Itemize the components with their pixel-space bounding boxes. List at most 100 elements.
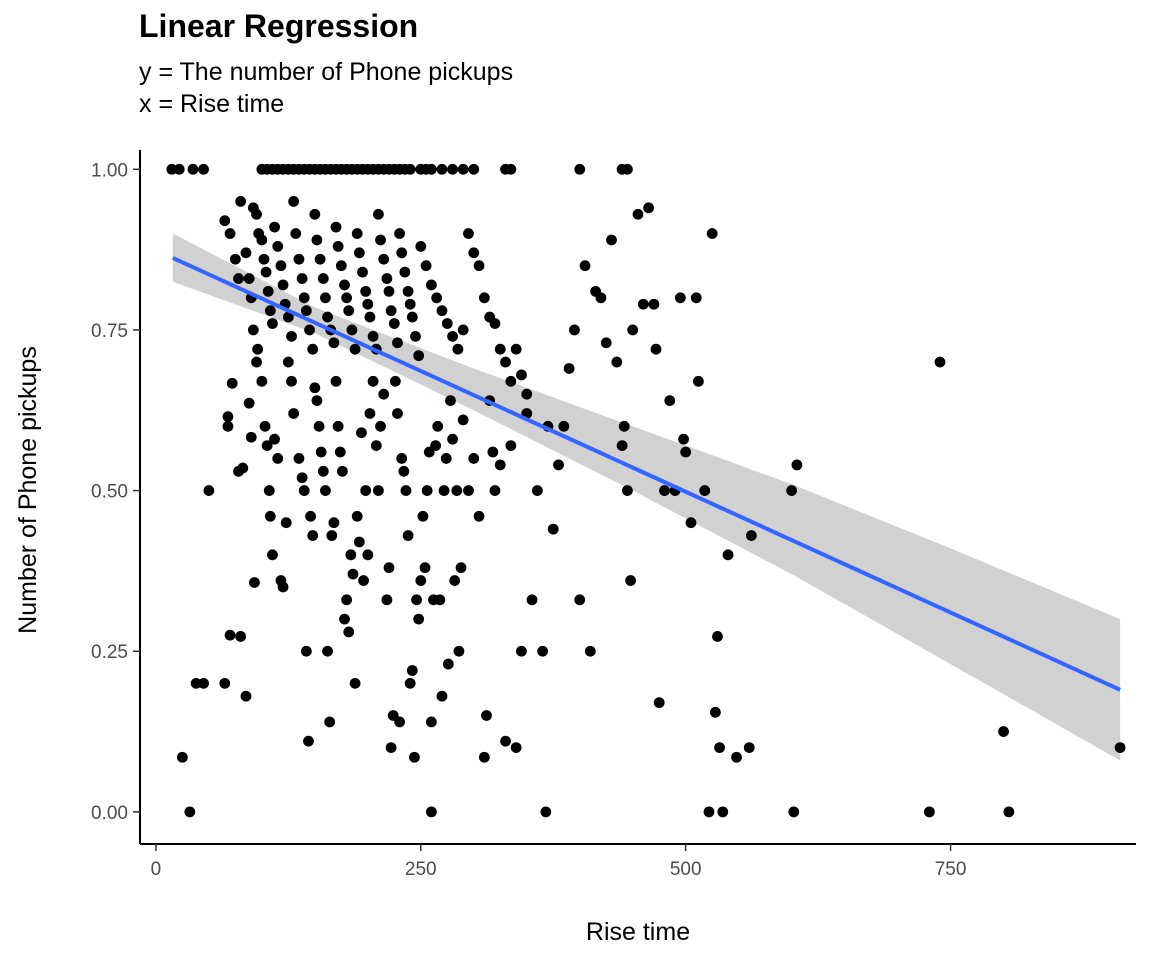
data-point	[699, 485, 711, 496]
data-point	[282, 311, 294, 323]
data-point	[370, 440, 382, 451]
data-point	[303, 735, 314, 747]
data-point	[441, 318, 453, 329]
data-point	[558, 420, 570, 432]
data-point	[249, 577, 260, 588]
x-tick-label: 0	[151, 859, 162, 880]
data-point	[440, 453, 452, 464]
data-point	[616, 440, 628, 451]
x-tick-label: 500	[670, 859, 702, 880]
data-point	[404, 163, 416, 175]
data-point	[267, 549, 278, 561]
data-point	[516, 645, 527, 657]
data-point	[198, 677, 209, 689]
data-point	[516, 369, 527, 381]
data-point	[385, 305, 397, 317]
data-point	[293, 453, 305, 464]
data-point	[788, 806, 800, 818]
data-point	[324, 716, 336, 728]
data-point	[375, 420, 386, 432]
data-point	[434, 594, 446, 606]
data-point	[247, 324, 259, 336]
data-point	[505, 163, 517, 175]
data-point	[219, 215, 231, 227]
data-point	[286, 375, 297, 387]
data-point	[311, 234, 323, 246]
data-point	[680, 446, 692, 458]
data-point	[259, 420, 271, 432]
data-point	[233, 273, 244, 284]
data-point	[388, 318, 400, 329]
data-point	[256, 375, 268, 387]
regression-line	[172, 256, 1121, 692]
data-point	[280, 517, 292, 529]
data-point	[399, 266, 411, 278]
x-axis-title: Rise time	[586, 918, 690, 946]
data-point	[367, 330, 379, 342]
data-point	[346, 324, 358, 336]
data-point	[457, 414, 469, 426]
data-point	[272, 240, 284, 252]
data-point	[406, 665, 418, 676]
data-point	[500, 356, 511, 368]
data-point	[364, 311, 376, 323]
data-point	[349, 677, 361, 689]
data-point	[432, 420, 444, 432]
data-point	[176, 751, 188, 763]
data-point	[304, 324, 315, 336]
data-point	[357, 266, 368, 278]
data-point	[203, 485, 215, 496]
data-point	[622, 485, 633, 496]
y-tick-label: 0.50	[91, 482, 128, 503]
data-point	[431, 292, 443, 304]
data-point	[463, 485, 474, 496]
data-point	[360, 485, 372, 496]
data-point	[478, 292, 490, 304]
data-point	[392, 408, 403, 419]
data-point	[240, 690, 252, 702]
data-point	[336, 465, 348, 477]
data-point	[343, 626, 355, 638]
data-point	[510, 343, 522, 355]
data-point	[420, 260, 432, 272]
data-point	[487, 446, 499, 458]
data-point	[260, 266, 272, 278]
data-point	[243, 397, 255, 409]
data-point	[489, 485, 501, 496]
data-point	[451, 485, 463, 496]
y-tick-label: 0.75	[91, 321, 128, 342]
data-point	[606, 234, 617, 246]
data-point	[389, 375, 401, 387]
data-point	[300, 305, 312, 317]
data-point	[394, 228, 405, 239]
data-point	[298, 292, 310, 304]
data-point	[307, 530, 319, 541]
data-point	[574, 163, 586, 175]
axes-layer: 0 250 500 750 0.00 0.25 0.50 0.75 1.00	[91, 150, 1136, 880]
x-tick-label: 250	[405, 859, 437, 880]
data-point	[396, 453, 408, 464]
data-point	[447, 330, 458, 342]
data-point	[381, 273, 393, 284]
data-point	[595, 292, 607, 304]
data-point	[923, 806, 935, 818]
data-point	[332, 240, 344, 252]
data-point	[510, 742, 522, 754]
data-point	[364, 408, 376, 419]
data-point	[339, 279, 350, 291]
data-point	[251, 208, 262, 220]
data-point	[404, 298, 416, 310]
data-point	[653, 697, 665, 709]
data-point	[692, 375, 704, 387]
data-point	[457, 324, 469, 336]
data-point	[436, 163, 448, 175]
data-point	[685, 517, 697, 529]
data-point	[222, 411, 234, 423]
data-point	[367, 375, 379, 387]
data-point	[406, 311, 418, 323]
data-point	[261, 440, 273, 451]
data-point	[494, 459, 506, 471]
data-point	[706, 228, 718, 239]
data-point	[373, 485, 384, 496]
data-point	[413, 350, 425, 362]
